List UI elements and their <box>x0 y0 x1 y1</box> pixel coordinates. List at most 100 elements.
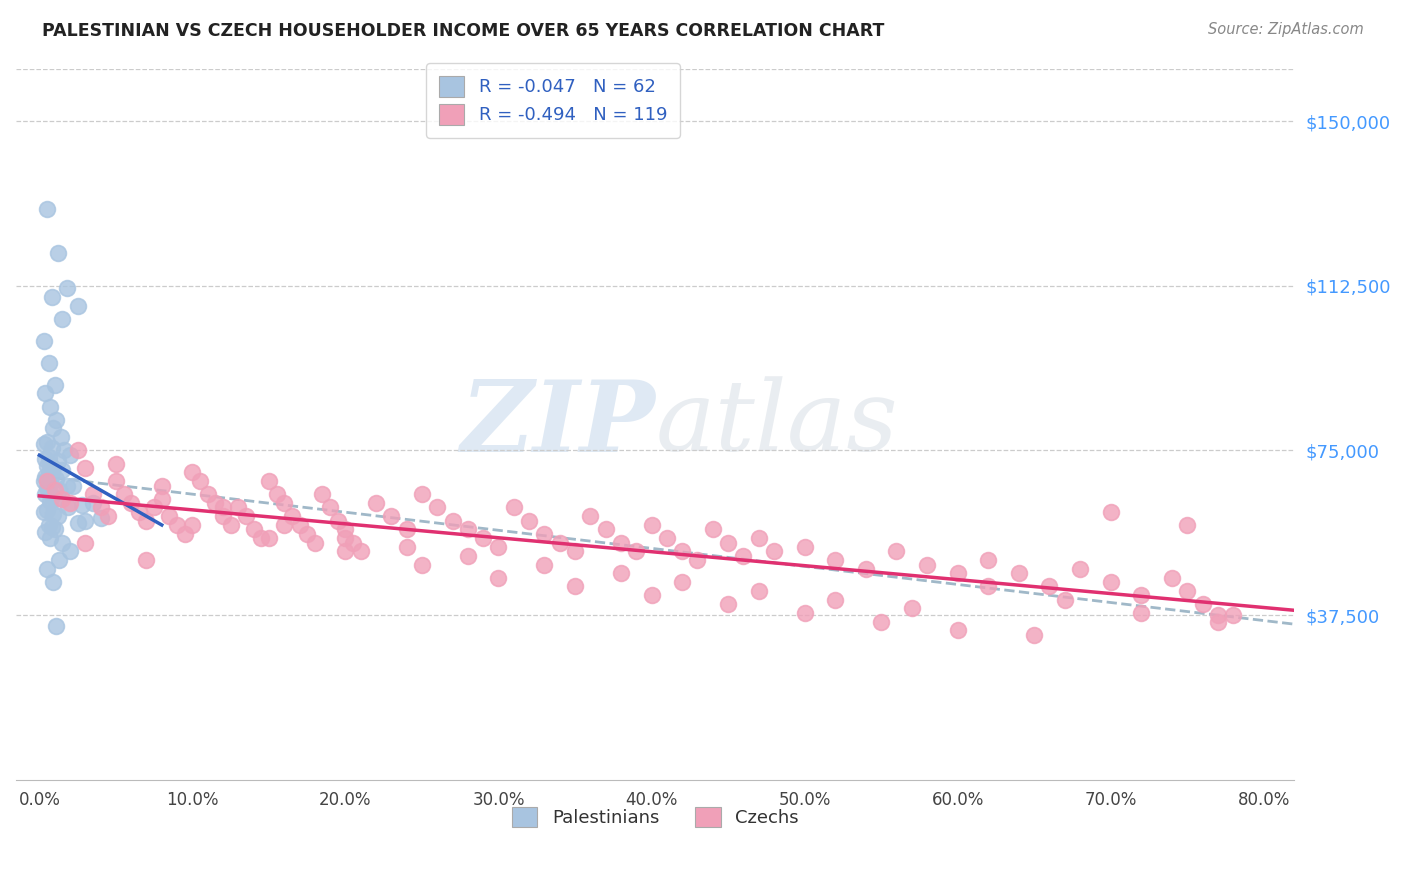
Point <box>793 606 815 620</box>
Point <box>488 571 510 585</box>
Point <box>548 535 571 549</box>
Point <box>204 496 226 510</box>
Point <box>748 583 770 598</box>
Point <box>32 437 55 451</box>
Point <box>56 281 79 295</box>
Point <box>51 463 73 477</box>
Point <box>112 487 135 501</box>
Point <box>37 466 59 480</box>
Point <box>977 579 1000 593</box>
Point <box>311 487 333 501</box>
Point <box>326 514 349 528</box>
Point <box>128 505 150 519</box>
Point <box>595 523 617 537</box>
Point <box>671 575 693 590</box>
Point <box>748 531 770 545</box>
Point <box>242 523 264 537</box>
Point <box>472 531 495 545</box>
Point <box>212 500 235 515</box>
Point <box>395 540 418 554</box>
Point <box>45 619 67 633</box>
Point <box>335 531 357 545</box>
Point <box>457 549 479 563</box>
Text: PALESTINIAN VS CZECH HOUSEHOLDER INCOME OVER 65 YEARS CORRELATION CHART: PALESTINIAN VS CZECH HOUSEHOLDER INCOME … <box>42 22 884 40</box>
Point <box>34 469 56 483</box>
Point <box>66 443 89 458</box>
Point <box>1206 607 1229 622</box>
Point <box>977 553 1000 567</box>
Point <box>90 511 112 525</box>
Point <box>51 311 73 326</box>
Point <box>75 461 97 475</box>
Point <box>426 500 449 515</box>
Point <box>411 487 433 501</box>
Point <box>212 509 235 524</box>
Point <box>717 535 740 549</box>
Point <box>502 500 524 515</box>
Point <box>335 523 357 537</box>
Point <box>273 518 295 533</box>
Point <box>855 562 877 576</box>
Point <box>226 500 249 515</box>
Point <box>120 496 142 510</box>
Point <box>42 461 65 475</box>
Point <box>35 202 58 216</box>
Point <box>42 507 65 521</box>
Point <box>75 535 97 549</box>
Point <box>150 491 173 506</box>
Point <box>886 544 908 558</box>
Point <box>35 481 58 495</box>
Point <box>610 566 633 581</box>
Point <box>35 434 58 449</box>
Point <box>281 509 304 524</box>
Point <box>564 579 586 593</box>
Point <box>1130 588 1153 602</box>
Point <box>900 601 922 615</box>
Point <box>35 502 58 516</box>
Point <box>1099 505 1122 519</box>
Point <box>488 540 510 554</box>
Point <box>457 523 479 537</box>
Point <box>34 524 56 539</box>
Point <box>257 531 280 545</box>
Point <box>143 500 166 515</box>
Point <box>32 334 55 348</box>
Point <box>350 544 373 558</box>
Point <box>104 457 127 471</box>
Text: ZIP: ZIP <box>460 376 655 473</box>
Point <box>915 558 938 572</box>
Point <box>610 535 633 549</box>
Point <box>686 553 709 567</box>
Point <box>304 535 326 549</box>
Point <box>181 518 204 533</box>
Point <box>51 535 73 549</box>
Point <box>39 531 62 545</box>
Point <box>41 290 63 304</box>
Point <box>533 558 555 572</box>
Point <box>702 523 724 537</box>
Point <box>34 452 56 467</box>
Point <box>44 483 66 497</box>
Point <box>257 474 280 488</box>
Point <box>1222 607 1244 622</box>
Point <box>824 592 846 607</box>
Point <box>46 509 69 524</box>
Point <box>295 526 318 541</box>
Point <box>56 478 79 492</box>
Point <box>52 443 75 458</box>
Point <box>39 476 62 491</box>
Point <box>35 458 58 473</box>
Point <box>104 474 127 488</box>
Point <box>82 487 104 501</box>
Point <box>39 457 62 471</box>
Point <box>288 518 311 533</box>
Point <box>51 491 73 506</box>
Point <box>97 509 120 524</box>
Point <box>44 523 66 537</box>
Point <box>39 494 62 508</box>
Point <box>135 553 157 567</box>
Point <box>44 491 66 506</box>
Point <box>41 490 63 504</box>
Point <box>197 487 219 501</box>
Point <box>395 523 418 537</box>
